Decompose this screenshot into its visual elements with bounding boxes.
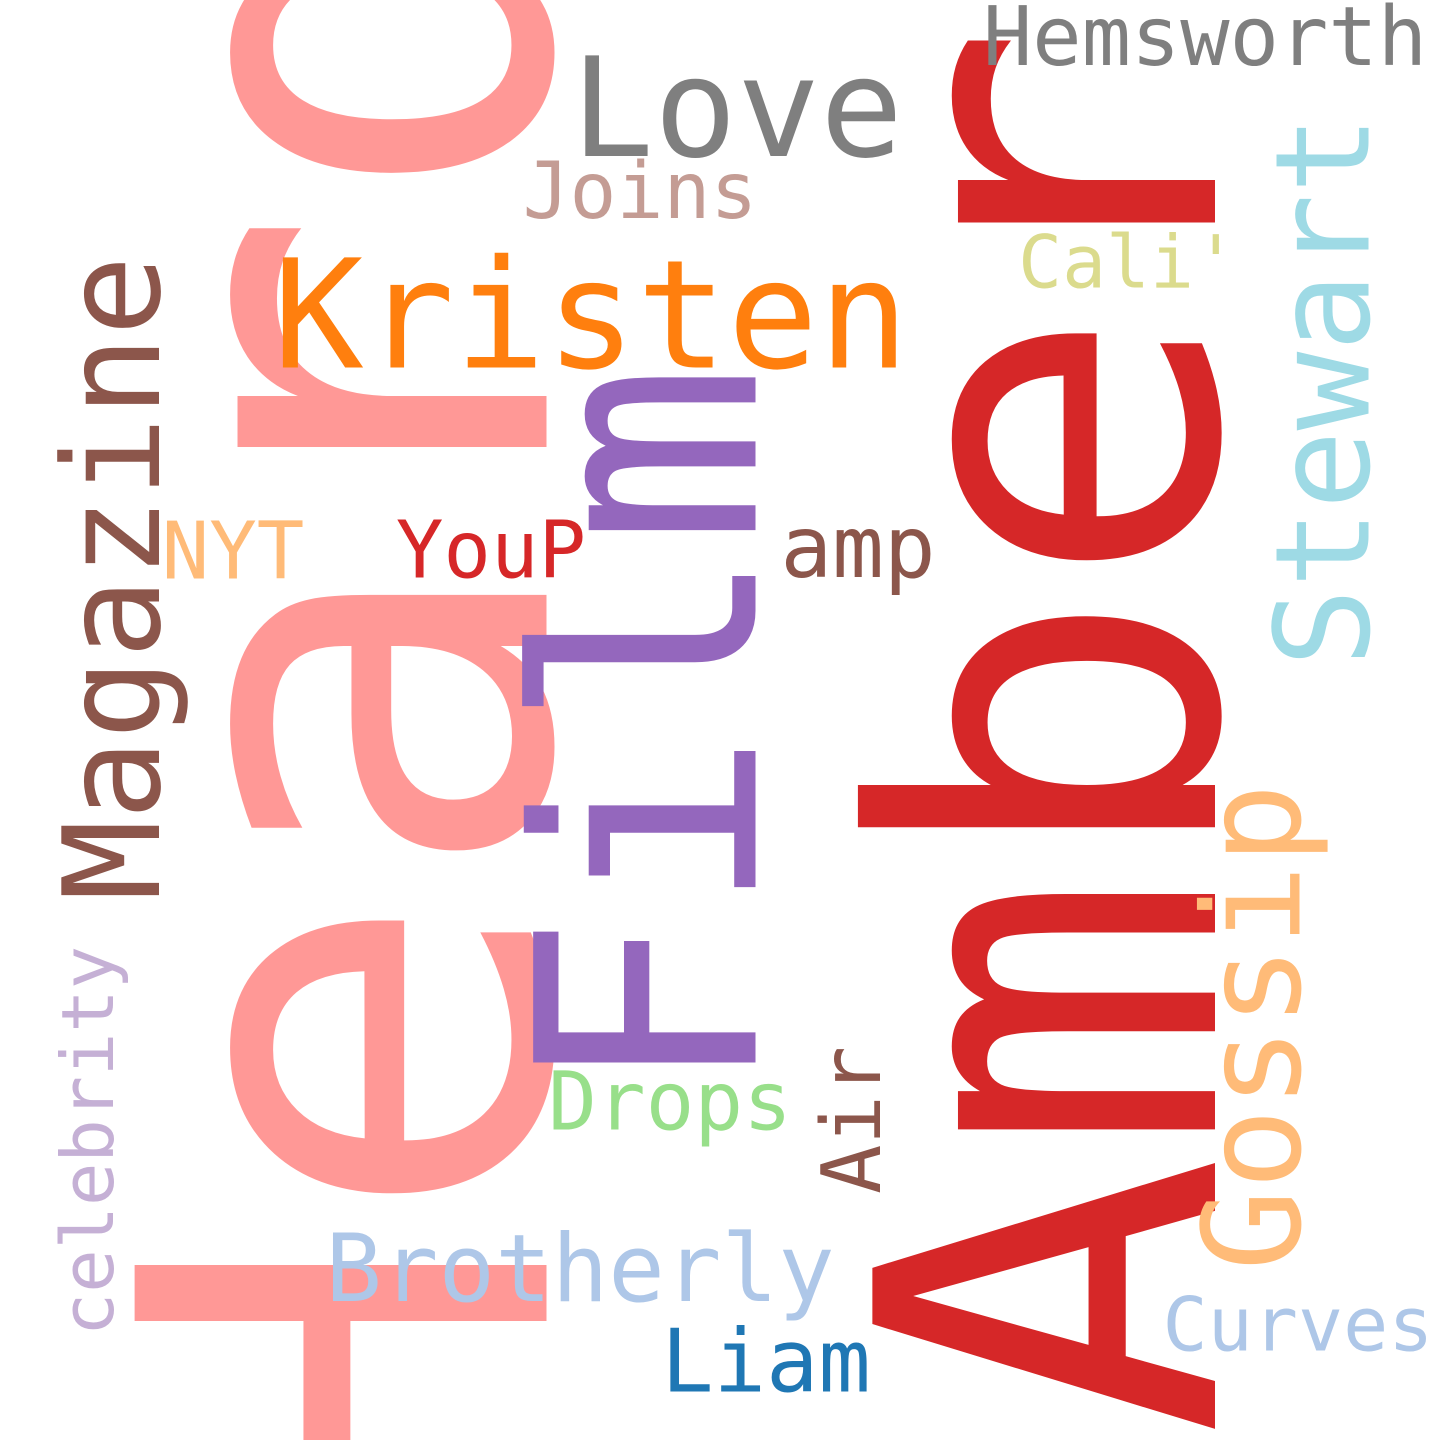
word-amp: amp xyxy=(780,498,936,598)
word-celebrity: celebrity xyxy=(46,945,130,1337)
word-joins: Joins xyxy=(522,147,758,237)
word-film: Film xyxy=(472,362,828,1098)
word-nyt: NYT xyxy=(161,505,305,598)
word-drops: Drops xyxy=(548,1055,792,1150)
word-stewart: Stewart xyxy=(1246,114,1400,668)
word-hemsworth: Hemsworth xyxy=(982,0,1428,85)
word-magazine: Magazine xyxy=(35,255,191,901)
word-liam: Liam xyxy=(661,1310,871,1413)
word-brotherly: Brotherly xyxy=(325,1215,835,1324)
word-cali: Cali' xyxy=(1018,220,1238,306)
word-kristen: Kristen xyxy=(272,227,910,404)
word-love: Love xyxy=(570,28,904,189)
word-curves: Curves xyxy=(1162,1280,1434,1369)
word-air: Air xyxy=(805,1045,900,1195)
word-youp: YouP xyxy=(395,504,587,597)
word-gossip: Gossip xyxy=(1174,783,1332,1271)
